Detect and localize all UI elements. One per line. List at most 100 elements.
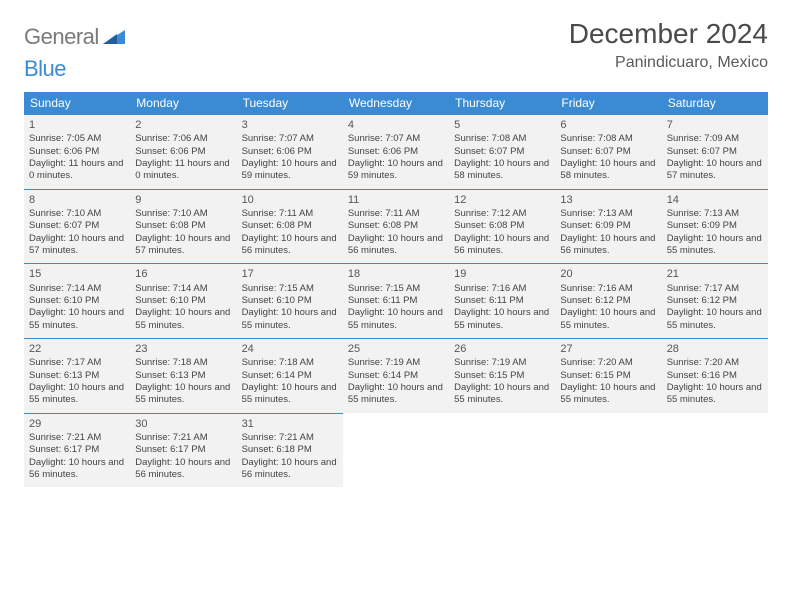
sunset-line: Sunset: 6:07 PM: [560, 146, 656, 158]
sunrise-line: Sunrise: 7:13 AM: [667, 208, 763, 220]
calendar-day-cell: 20Sunrise: 7:16 AMSunset: 6:12 PMDayligh…: [555, 264, 661, 339]
calendar-day-cell: 12Sunrise: 7:12 AMSunset: 6:08 PMDayligh…: [449, 189, 555, 264]
daylight-line: Daylight: 11 hours and 0 minutes.: [135, 158, 231, 183]
daylight-line: Daylight: 10 hours and 56 minutes.: [29, 457, 125, 482]
sunrise-line: Sunrise: 7:17 AM: [667, 283, 763, 295]
weekday-header: Wednesday: [343, 92, 449, 115]
sunrise-line: Sunrise: 7:15 AM: [348, 283, 444, 295]
calendar-day-cell: 10Sunrise: 7:11 AMSunset: 6:08 PMDayligh…: [237, 189, 343, 264]
sunrise-line: Sunrise: 7:14 AM: [29, 283, 125, 295]
calendar-day-cell: 2Sunrise: 7:06 AMSunset: 6:06 PMDaylight…: [130, 115, 236, 190]
daylight-line: Daylight: 10 hours and 59 minutes.: [348, 158, 444, 183]
daylight-line: Daylight: 10 hours and 58 minutes.: [454, 158, 550, 183]
daylight-line: Daylight: 10 hours and 55 minutes.: [348, 307, 444, 332]
sunset-line: Sunset: 6:08 PM: [242, 220, 338, 232]
day-number: 8: [29, 193, 125, 207]
daylight-line: Daylight: 10 hours and 57 minutes.: [135, 233, 231, 258]
daylight-line: Daylight: 10 hours and 55 minutes.: [242, 307, 338, 332]
daylight-line: Daylight: 10 hours and 55 minutes.: [454, 307, 550, 332]
day-number: 29: [29, 417, 125, 431]
calendar-day-cell: 24Sunrise: 7:18 AMSunset: 6:14 PMDayligh…: [237, 339, 343, 414]
sunset-line: Sunset: 6:06 PM: [348, 146, 444, 158]
sunrise-line: Sunrise: 7:11 AM: [242, 208, 338, 220]
sunrise-line: Sunrise: 7:12 AM: [454, 208, 550, 220]
calendar-day-cell: 30Sunrise: 7:21 AMSunset: 6:17 PMDayligh…: [130, 413, 236, 487]
sunrise-line: Sunrise: 7:08 AM: [454, 133, 550, 145]
sunrise-line: Sunrise: 7:15 AM: [242, 283, 338, 295]
calendar-day-cell: 13Sunrise: 7:13 AMSunset: 6:09 PMDayligh…: [555, 189, 661, 264]
sunset-line: Sunset: 6:13 PM: [135, 370, 231, 382]
sunrise-line: Sunrise: 7:05 AM: [29, 133, 125, 145]
weekday-header: Sunday: [24, 92, 130, 115]
calendar-day-cell: 5Sunrise: 7:08 AMSunset: 6:07 PMDaylight…: [449, 115, 555, 190]
sunrise-line: Sunrise: 7:13 AM: [560, 208, 656, 220]
calendar-day-cell: 3Sunrise: 7:07 AMSunset: 6:06 PMDaylight…: [237, 115, 343, 190]
calendar-day-cell: 21Sunrise: 7:17 AMSunset: 6:12 PMDayligh…: [662, 264, 768, 339]
calendar-day-cell: 27Sunrise: 7:20 AMSunset: 6:15 PMDayligh…: [555, 339, 661, 414]
calendar-day-cell: 19Sunrise: 7:16 AMSunset: 6:11 PMDayligh…: [449, 264, 555, 339]
day-number: 27: [560, 342, 656, 356]
sunrise-line: Sunrise: 7:10 AM: [135, 208, 231, 220]
daylight-line: Daylight: 10 hours and 55 minutes.: [560, 307, 656, 332]
daylight-line: Daylight: 10 hours and 59 minutes.: [242, 158, 338, 183]
daylight-line: Daylight: 10 hours and 55 minutes.: [29, 307, 125, 332]
logo-word2: Blue: [24, 56, 66, 82]
calendar-day-cell: 16Sunrise: 7:14 AMSunset: 6:10 PMDayligh…: [130, 264, 236, 339]
day-number: 2: [135, 118, 231, 132]
calendar-week-row: 8 Sunrise: 7:10 AM Sunset: 6:07 PM Daylight…: [24, 189, 768, 264]
sunrise-line: Sunrise: 7:18 AM: [242, 357, 338, 369]
sunrise-line: Sunrise: 7:21 AM: [135, 432, 231, 444]
weekday-header: Monday: [130, 92, 236, 115]
weekday-header: Friday: [555, 92, 661, 115]
daylight-line: Daylight: 10 hours and 55 minutes.: [667, 382, 763, 407]
day-number: 15: [29, 267, 125, 281]
sunrise-line: Sunrise: 7:18 AM: [135, 357, 231, 369]
sunset-line: Sunset: 6:10 PM: [135, 295, 231, 307]
sunset-line: Sunset: 6:06 PM: [242, 146, 338, 158]
sunrise-line: Sunrise: 7:14 AM: [135, 283, 231, 295]
calendar-day-cell: 18Sunrise: 7:15 AMSunset: 6:11 PMDayligh…: [343, 264, 449, 339]
sunrise-line: Sunrise: 7:09 AM: [667, 133, 763, 145]
daylight-line: Daylight: 10 hours and 55 minutes.: [348, 382, 444, 407]
sunset-line: Sunset: 6:12 PM: [560, 295, 656, 307]
calendar-day-cell: 26Sunrise: 7:19 AMSunset: 6:15 PMDayligh…: [449, 339, 555, 414]
day-number: 28: [667, 342, 763, 356]
sunset-line: Sunset: 6:08 PM: [348, 220, 444, 232]
logo: General: [24, 24, 127, 50]
sunrise-line: Sunrise: 7:16 AM: [560, 283, 656, 295]
calendar-day-cell: 17Sunrise: 7:15 AMSunset: 6:10 PMDayligh…: [237, 264, 343, 339]
title-block: December 2024 Panindicuaro, Mexico: [569, 18, 768, 72]
sunset-line: Sunset: 6:07 PM: [29, 220, 125, 232]
sunset-line: Sunset: 6:07 PM: [667, 146, 763, 158]
sunrise-line: Sunrise: 7:19 AM: [454, 357, 550, 369]
weekday-header: Saturday: [662, 92, 768, 115]
sunset-line: Sunset: 6:10 PM: [242, 295, 338, 307]
sunset-line: Sunset: 6:08 PM: [135, 220, 231, 232]
sunset-line: Sunset: 6:07 PM: [454, 146, 550, 158]
sunrise-line: Sunrise: 7:07 AM: [348, 133, 444, 145]
sunset-line: Sunset: 6:15 PM: [560, 370, 656, 382]
calendar-day-cell: 14Sunrise: 7:13 AMSunset: 6:09 PMDayligh…: [662, 189, 768, 264]
day-number: 23: [135, 342, 231, 356]
calendar-day-cell: 1Sunrise: 7:05 AMSunset: 6:06 PMDaylight…: [24, 115, 130, 190]
sunset-line: Sunset: 6:09 PM: [560, 220, 656, 232]
daylight-line: Daylight: 10 hours and 56 minutes.: [135, 457, 231, 482]
calendar-day-cell: [343, 413, 449, 487]
day-number: 11: [348, 193, 444, 207]
calendar-day-cell: 8Sunrise: 7:10 AMSunset: 6:07 PMDaylight…: [24, 189, 130, 264]
calendar-week-row: 1Sunrise: 7:05 AMSunset: 6:06 PMDaylight…: [24, 115, 768, 190]
sunset-line: Sunset: 6:17 PM: [29, 444, 125, 456]
daylight-line: Daylight: 10 hours and 55 minutes.: [242, 382, 338, 407]
sunrise-line: Sunrise: 7:19 AM: [348, 357, 444, 369]
logo-triangle-icon: [103, 30, 125, 44]
sunrise-line: Sunrise: 7:06 AM: [135, 133, 231, 145]
sunset-line: Sunset: 6:15 PM: [454, 370, 550, 382]
calendar-day-cell: [449, 413, 555, 487]
daylight-line: Daylight: 10 hours and 56 minutes.: [454, 233, 550, 258]
day-number: 9: [135, 193, 231, 207]
daylight-line: Daylight: 10 hours and 56 minutes.: [242, 233, 338, 258]
sunrise-line: Sunrise: 7:21 AM: [29, 432, 125, 444]
day-number: 31: [242, 417, 338, 431]
daylight-line: Daylight: 10 hours and 58 minutes.: [560, 158, 656, 183]
calendar-day-cell: 15Sunrise: 7:14 AMSunset: 6:10 PMDayligh…: [24, 264, 130, 339]
